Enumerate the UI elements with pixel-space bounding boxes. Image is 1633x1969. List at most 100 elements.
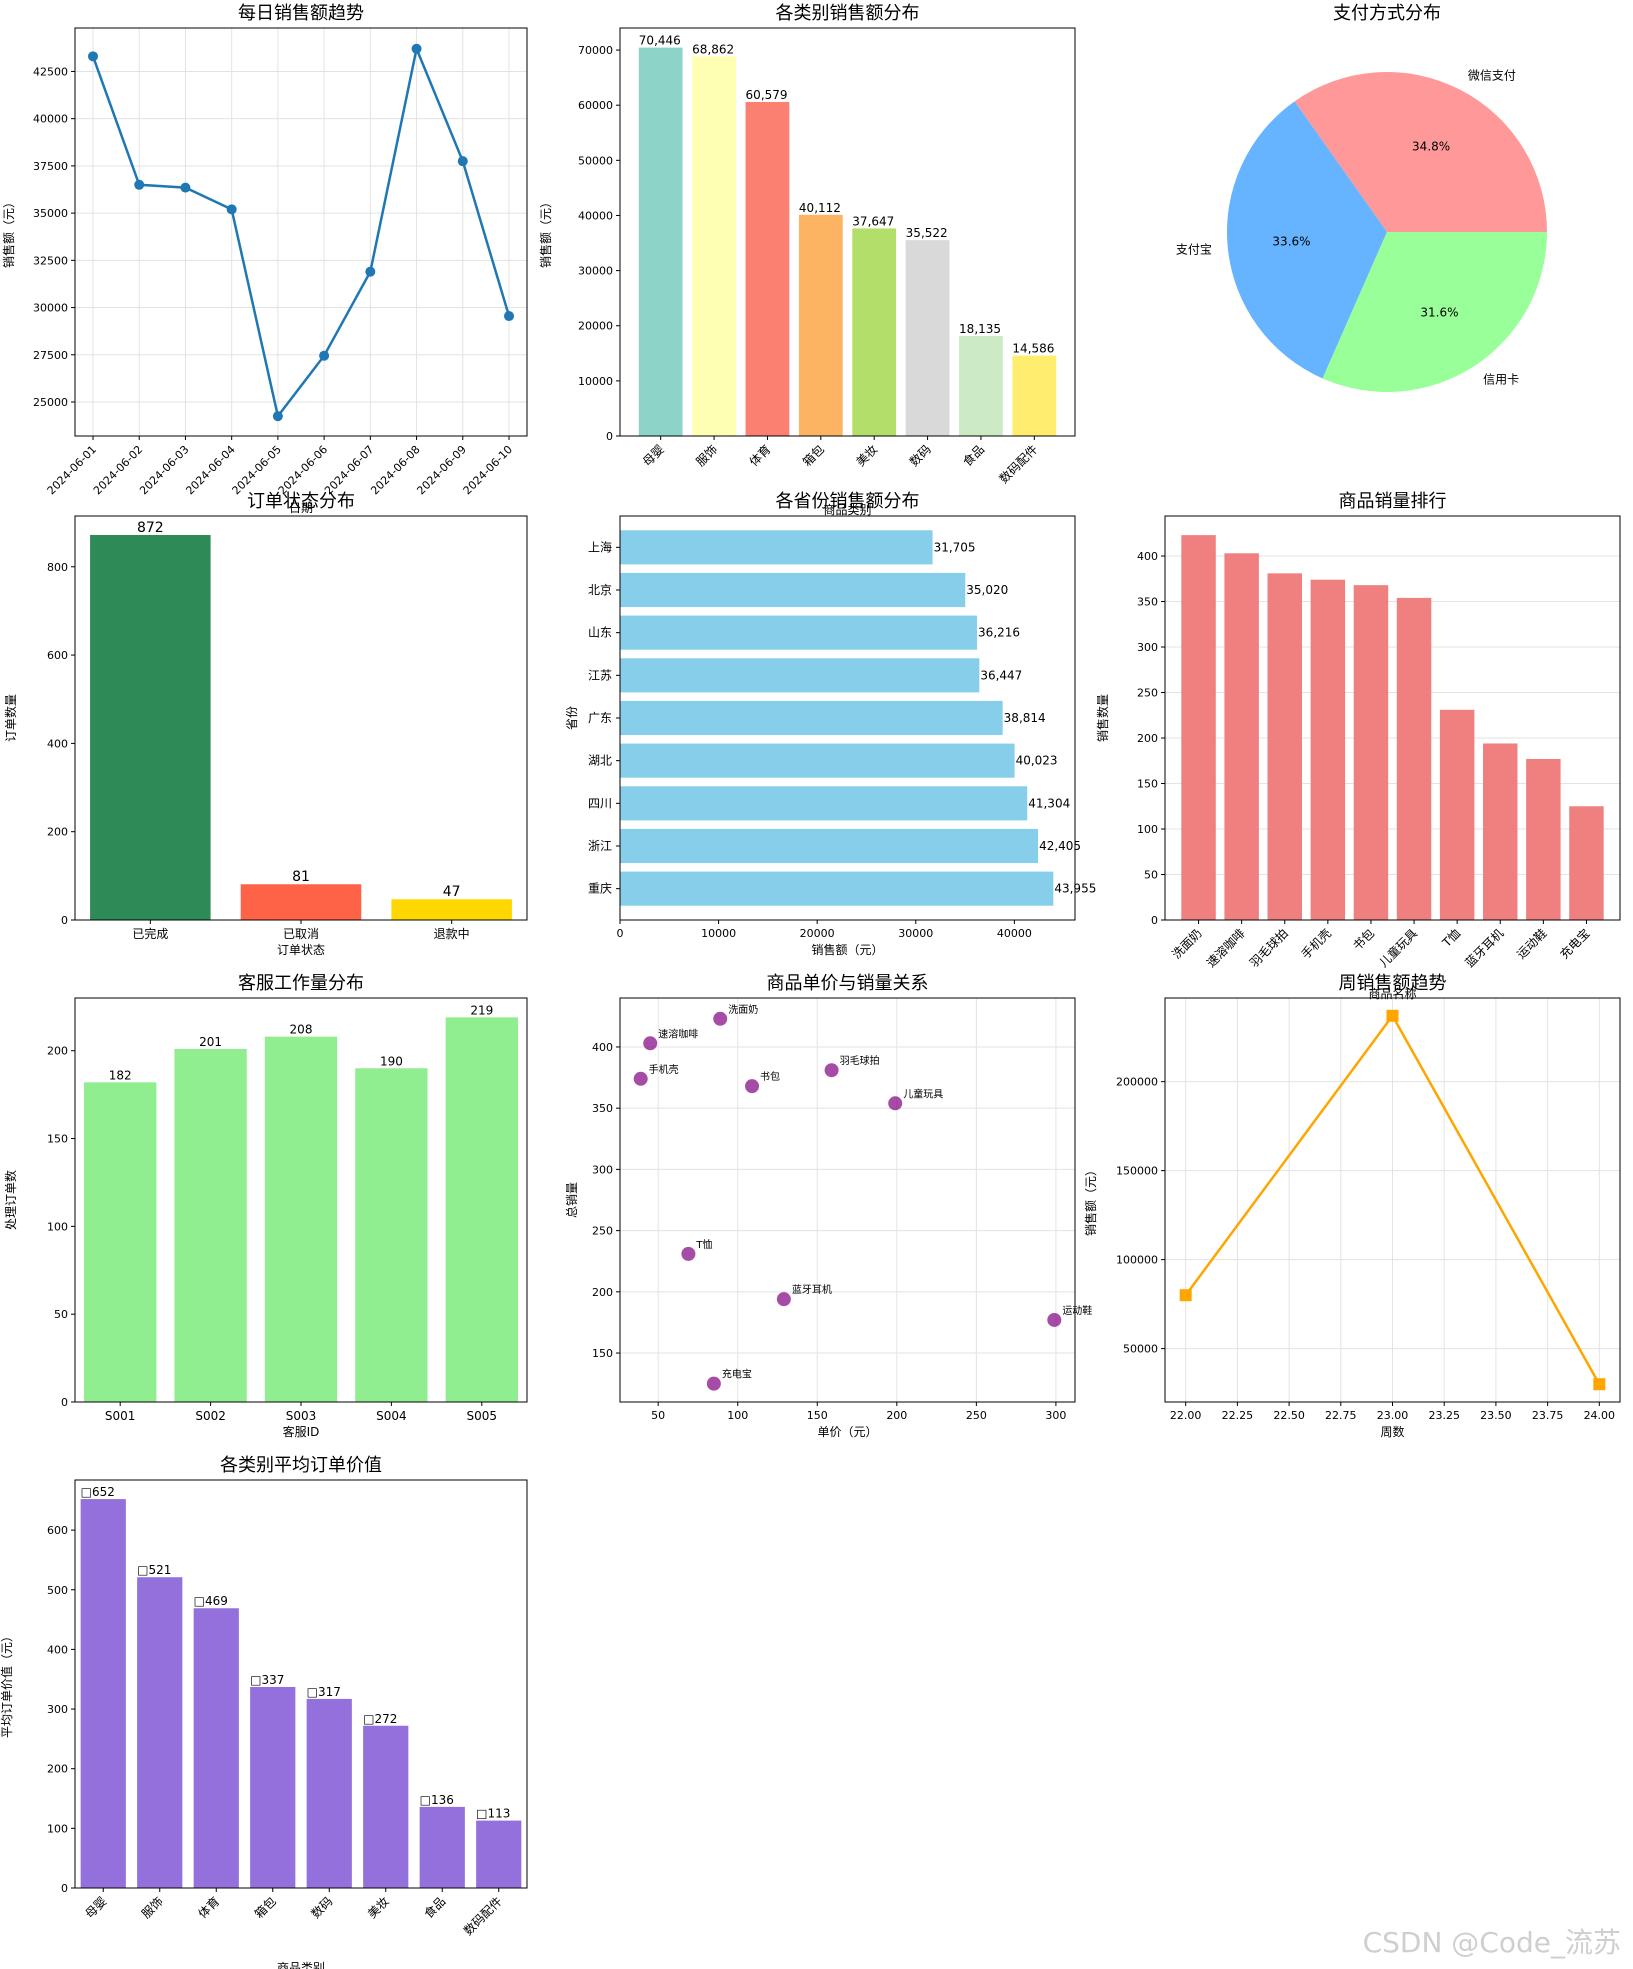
x-tick-label: 数码 xyxy=(308,1894,336,1922)
plot-frame xyxy=(619,997,1076,1403)
y-tick-label: 60000 xyxy=(578,99,613,112)
data-label: 182 xyxy=(109,1068,132,1082)
data-label: 40,023 xyxy=(1016,754,1058,768)
data-label: □337 xyxy=(250,1673,284,1687)
x-tick-label: 儿童玩具 xyxy=(1376,926,1421,971)
bar xyxy=(620,743,1015,778)
y-tick-label: 100000 xyxy=(1116,1254,1158,1267)
x-tick-label: 食品 xyxy=(959,442,987,470)
data-point xyxy=(1047,1312,1062,1327)
data-point xyxy=(272,411,283,422)
data-label: 60,579 xyxy=(746,88,788,102)
bar xyxy=(620,786,1028,821)
data-label: 70,446 xyxy=(639,34,681,48)
data-label: 14,586 xyxy=(1012,342,1054,356)
x-axis-label: 单价（元） xyxy=(817,1425,877,1439)
x-tick-label: 250 xyxy=(966,1409,987,1422)
y-axis-label: 销售额（元） xyxy=(538,196,553,268)
bar xyxy=(84,1082,157,1402)
plot-frame xyxy=(1164,515,1621,921)
y-tick-label: 100 xyxy=(47,1220,68,1233)
chart-title: 支付方式分布 xyxy=(1333,3,1441,24)
x-tick-label: 22.00 xyxy=(1170,1409,1202,1422)
data-label: □317 xyxy=(307,1685,341,1699)
y-axis-label: 平均订单价值（元） xyxy=(0,1630,14,1738)
data-label: 201 xyxy=(199,1035,222,1049)
plot-frame xyxy=(74,1479,528,1889)
y-tick-label: 北京 xyxy=(588,583,612,597)
ranking-chart: 0 50 100 150 200 250 300 350 400 洗面奶 速溶咖啡 羽毛球拍 手机壳 书包… xyxy=(1095,491,1621,1001)
y-tick-label: 江苏 xyxy=(588,668,612,682)
watermark: CSDN @Code_流苏 xyxy=(1362,1926,1621,1959)
y-tick-label: 37500 xyxy=(33,160,68,173)
x-tick-label: 数码配件 xyxy=(996,442,1041,487)
data-label: 47 xyxy=(443,884,461,900)
data-point xyxy=(713,1011,728,1026)
bar xyxy=(1483,743,1518,920)
x-tick-label: 50 xyxy=(651,1409,665,1422)
data-point xyxy=(180,182,191,193)
bar xyxy=(1267,573,1302,920)
y-tick-label: 0 xyxy=(606,430,613,443)
y-axis-label: 销售额（元） xyxy=(1083,1164,1098,1236)
bar xyxy=(692,56,736,437)
data-label: 36,216 xyxy=(978,626,1020,640)
y-axis-label: 销售数量 xyxy=(1095,694,1110,742)
data-point xyxy=(1386,1009,1399,1022)
data-point xyxy=(1179,1289,1192,1302)
x-tick-label: S004 xyxy=(376,1409,407,1423)
x-axis-label: 商品类别 xyxy=(823,502,871,517)
bar xyxy=(620,572,966,608)
y-tick-label: 400 xyxy=(1137,550,1158,563)
y-tick-label: 600 xyxy=(47,1524,68,1537)
data-label: 872 xyxy=(137,520,164,536)
bar xyxy=(193,1608,239,1888)
bar xyxy=(638,47,683,436)
bar xyxy=(620,700,1003,736)
status-chart: 0 200 400 600 800 已完成 872 已取消 81 退款中 47 订单状态分布订单数量订… xyxy=(3,491,528,957)
data-point xyxy=(134,179,145,190)
data-label: □272 xyxy=(363,1712,397,1726)
x-tick-label: 0 xyxy=(617,927,624,940)
data-label: 41,304 xyxy=(1028,796,1070,810)
plot-frame xyxy=(74,515,528,921)
data-label: 35,522 xyxy=(906,226,948,240)
y-tick-label: 300 xyxy=(47,1703,68,1716)
chart-title: 各省份销售额分布 xyxy=(776,491,920,512)
x-tick-label: 22.25 xyxy=(1222,1409,1254,1422)
bar xyxy=(419,1806,465,1888)
point-label: 儿童玩具 xyxy=(903,1087,943,1100)
x-tick-label: 运动鞋 xyxy=(1513,926,1549,962)
y-tick-label: 27500 xyxy=(33,349,68,362)
chart-title: 商品销量排行 xyxy=(1339,491,1447,512)
data-label: □652 xyxy=(81,1485,115,1499)
pie-slice xyxy=(1294,72,1547,233)
x-tick-label: 23.75 xyxy=(1532,1409,1564,1422)
x-tick-label: 体育 xyxy=(195,1894,223,1922)
bar xyxy=(1310,579,1346,920)
y-tick-label: 200 xyxy=(47,1045,68,1058)
x-tick-label: 23.00 xyxy=(1377,1409,1409,1422)
data-label: 219 xyxy=(470,1003,493,1017)
plot-frame xyxy=(74,997,528,1403)
bar xyxy=(355,1068,428,1402)
bar xyxy=(852,228,897,436)
y-tick-label: 0 xyxy=(61,1396,68,1409)
data-point xyxy=(888,1096,903,1111)
plot-frame xyxy=(74,27,528,437)
data-point xyxy=(824,1063,839,1078)
pie-category-label: 支付宝 xyxy=(1176,243,1212,257)
y-tick-label: 25000 xyxy=(33,396,68,409)
chart-title: 每日销售额趋势 xyxy=(238,3,364,24)
category-chart: 0 10000 20000 30000 40000 50000 60000 70000 母婴 70… xyxy=(538,3,1076,517)
bar xyxy=(174,1048,247,1402)
pie-slice xyxy=(1322,232,1547,393)
data-label: 68,862 xyxy=(692,42,734,56)
bar xyxy=(250,1686,296,1888)
point-label: T恤 xyxy=(695,1238,712,1251)
x-tick-label: 箱包 xyxy=(799,442,827,470)
bar xyxy=(264,1036,338,1402)
bar xyxy=(240,884,362,920)
y-tick-label: 250 xyxy=(592,1225,613,1238)
